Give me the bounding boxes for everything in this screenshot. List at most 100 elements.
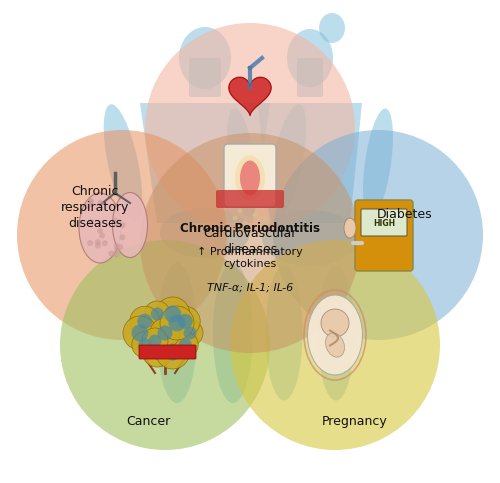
Ellipse shape: [344, 218, 356, 238]
Text: Cancer: Cancer: [126, 415, 170, 428]
Circle shape: [132, 325, 148, 341]
Circle shape: [97, 227, 103, 234]
Circle shape: [108, 251, 114, 256]
Circle shape: [95, 242, 101, 249]
Circle shape: [88, 199, 94, 204]
Circle shape: [273, 130, 483, 340]
Circle shape: [158, 326, 172, 341]
Circle shape: [151, 308, 164, 321]
Circle shape: [99, 233, 105, 239]
Circle shape: [114, 247, 120, 253]
Ellipse shape: [213, 263, 253, 403]
Circle shape: [88, 219, 94, 225]
FancyBboxPatch shape: [139, 345, 196, 359]
Circle shape: [132, 332, 158, 358]
FancyBboxPatch shape: [355, 200, 413, 271]
FancyBboxPatch shape: [216, 190, 284, 208]
Circle shape: [164, 305, 181, 323]
PathPatch shape: [140, 103, 270, 223]
Circle shape: [150, 318, 180, 348]
Circle shape: [142, 328, 168, 354]
Circle shape: [156, 335, 190, 369]
PathPatch shape: [264, 205, 273, 233]
Ellipse shape: [227, 109, 257, 217]
PathPatch shape: [258, 103, 362, 223]
Circle shape: [321, 309, 349, 337]
Ellipse shape: [318, 266, 354, 400]
Ellipse shape: [160, 208, 250, 258]
Circle shape: [17, 130, 227, 340]
Circle shape: [148, 335, 162, 347]
Ellipse shape: [79, 193, 121, 263]
Circle shape: [144, 301, 171, 327]
Circle shape: [140, 133, 360, 353]
Ellipse shape: [104, 104, 142, 222]
Circle shape: [172, 332, 198, 358]
FancyBboxPatch shape: [224, 144, 276, 207]
Circle shape: [88, 199, 94, 205]
Circle shape: [170, 306, 200, 336]
Circle shape: [230, 240, 440, 450]
Circle shape: [60, 240, 270, 450]
Polygon shape: [229, 77, 271, 115]
Ellipse shape: [363, 109, 393, 217]
Ellipse shape: [240, 160, 260, 196]
Text: Cardiovascular
diseases: Cardiovascular diseases: [204, 227, 296, 256]
Circle shape: [150, 344, 165, 359]
Circle shape: [138, 338, 151, 351]
PathPatch shape: [227, 205, 236, 233]
Circle shape: [102, 240, 108, 246]
Circle shape: [258, 224, 262, 228]
Circle shape: [112, 217, 118, 224]
Circle shape: [145, 23, 355, 233]
Ellipse shape: [262, 210, 358, 266]
FancyBboxPatch shape: [189, 58, 221, 97]
Circle shape: [164, 343, 181, 360]
Ellipse shape: [287, 29, 333, 87]
Circle shape: [142, 337, 172, 367]
Text: HIGH: HIGH: [373, 218, 395, 227]
Ellipse shape: [308, 295, 362, 375]
Circle shape: [262, 217, 268, 223]
Ellipse shape: [179, 27, 231, 89]
Circle shape: [123, 316, 157, 350]
Circle shape: [178, 338, 192, 351]
Text: ↑ Proinflammatory
cytokines: ↑ Proinflammatory cytokines: [197, 247, 303, 269]
Ellipse shape: [112, 193, 148, 257]
Text: Pregnancy: Pregnancy: [322, 415, 388, 428]
Circle shape: [238, 209, 242, 213]
Text: TNF-α; IL-1; IL-6: TNF-α; IL-1; IL-6: [207, 283, 293, 293]
Text: Diabetes: Diabetes: [377, 208, 433, 221]
Circle shape: [130, 306, 160, 336]
Circle shape: [114, 252, 119, 257]
Circle shape: [87, 240, 93, 246]
Text: Chronic
respiratory
diseases: Chronic respiratory diseases: [61, 185, 129, 230]
Circle shape: [160, 306, 194, 340]
Circle shape: [138, 314, 152, 329]
Circle shape: [95, 239, 101, 245]
Circle shape: [242, 221, 248, 226]
Ellipse shape: [268, 104, 306, 222]
Ellipse shape: [235, 156, 265, 200]
Circle shape: [98, 200, 103, 206]
Text: Chronic Periodontitis: Chronic Periodontitis: [180, 222, 320, 235]
Circle shape: [120, 222, 126, 228]
Circle shape: [232, 215, 237, 221]
Circle shape: [156, 297, 190, 331]
Circle shape: [178, 314, 192, 329]
Ellipse shape: [326, 333, 344, 357]
Circle shape: [114, 243, 119, 249]
Ellipse shape: [266, 266, 302, 400]
Circle shape: [84, 203, 90, 209]
FancyBboxPatch shape: [297, 58, 323, 97]
Circle shape: [168, 314, 186, 331]
Ellipse shape: [319, 13, 345, 43]
Circle shape: [177, 320, 203, 346]
FancyBboxPatch shape: [361, 209, 407, 236]
Circle shape: [118, 244, 124, 250]
Circle shape: [120, 234, 126, 241]
Ellipse shape: [157, 263, 197, 403]
Circle shape: [184, 327, 196, 340]
Circle shape: [114, 222, 120, 227]
Circle shape: [252, 213, 258, 217]
